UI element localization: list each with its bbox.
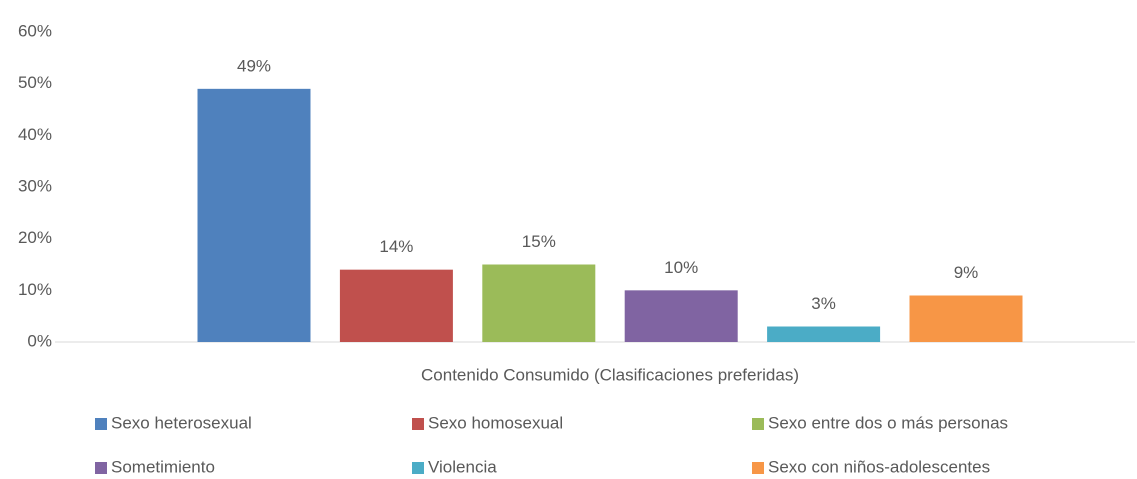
legend-label: Violencia bbox=[428, 457, 497, 476]
y-tick-label: 50% bbox=[18, 73, 52, 92]
data-label: 3% bbox=[811, 294, 836, 313]
y-tick-label: 30% bbox=[18, 176, 52, 195]
y-tick-label: 40% bbox=[18, 125, 52, 144]
bar bbox=[624, 290, 738, 342]
legend-label: Sexo con niños-adolescentes bbox=[768, 457, 990, 476]
bar bbox=[482, 264, 596, 342]
bar bbox=[339, 269, 453, 342]
legend-label: Sexo entre dos o más personas bbox=[768, 413, 1008, 432]
legend-swatch bbox=[95, 418, 107, 430]
bar bbox=[197, 88, 311, 342]
data-label: 15% bbox=[522, 232, 556, 251]
data-label: 10% bbox=[664, 258, 698, 277]
legend-swatch bbox=[412, 418, 424, 430]
y-tick-label: 0% bbox=[27, 331, 52, 350]
data-label: 9% bbox=[954, 263, 979, 282]
y-tick-label: 60% bbox=[18, 21, 52, 40]
y-tick-label: 20% bbox=[18, 228, 52, 247]
legend-label: Sexo homosexual bbox=[428, 413, 563, 432]
bar bbox=[767, 326, 881, 342]
legend-swatch bbox=[752, 418, 764, 430]
y-tick-label: 10% bbox=[18, 280, 52, 299]
x-tick-label: Contenido Consumido (Clasificaciones pre… bbox=[421, 365, 799, 384]
legend-label: Sometimiento bbox=[111, 457, 215, 476]
legend-swatch bbox=[752, 462, 764, 474]
legend-swatch bbox=[95, 462, 107, 474]
data-label: 49% bbox=[237, 56, 271, 75]
data-label: 14% bbox=[379, 237, 413, 256]
legend-label: Sexo heterosexual bbox=[111, 413, 252, 432]
legend-swatch bbox=[412, 462, 424, 474]
bar bbox=[909, 295, 1023, 342]
